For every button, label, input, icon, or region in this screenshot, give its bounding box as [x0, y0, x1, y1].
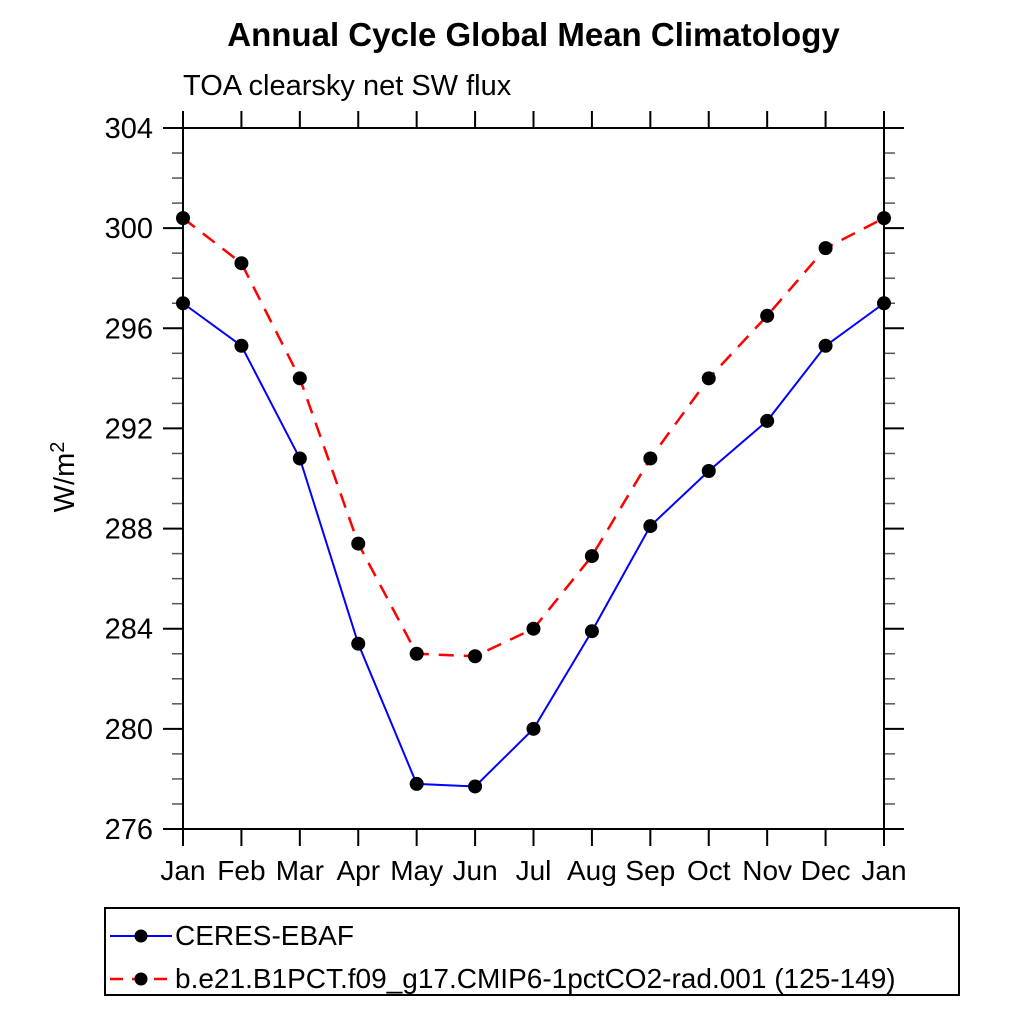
x-tick-label: Aug: [567, 855, 617, 886]
data-point-series-0: [526, 721, 541, 736]
legend-marker-dot-icon: [134, 929, 148, 942]
y-tick-label: 292: [105, 413, 153, 445]
x-tick-label: Apr: [336, 855, 380, 886]
data-point-series-0: [292, 451, 307, 466]
legend: CERES-EBAF b.e21.B1PCT.f09_g17.CMIP6-1pc…: [104, 907, 960, 996]
data-point-series-0: [409, 776, 424, 791]
data-point-series-1: [351, 536, 366, 551]
legend-line-sample-dashed: [110, 972, 172, 985]
data-point-series-1: [643, 451, 658, 466]
data-point-series-1: [234, 256, 249, 271]
chart-subtitle: TOA clearsky net SW flux: [183, 70, 512, 102]
chart-title: Annual Cycle Global Mean Climatology: [227, 16, 840, 53]
legend-entry-model: b.e21.B1PCT.f09_g17.CMIP6-1pctCO2-rad.00…: [106, 957, 958, 1000]
data-point-series-1: [409, 646, 424, 661]
x-tick-label: Jul: [516, 855, 552, 886]
legend-label-ceres: CERES-EBAF: [175, 919, 354, 951]
data-point-series-1: [701, 371, 716, 386]
y-tick-label: 284: [105, 614, 153, 646]
x-tick-label: Mar: [276, 855, 324, 886]
data-point-series-0: [877, 296, 891, 311]
x-tick-label: May: [390, 855, 443, 886]
x-tick-label: Jun: [453, 855, 498, 886]
data-point-series-1: [818, 241, 833, 256]
data-point-series-0: [234, 338, 249, 353]
legend-line-sample-solid: [110, 929, 172, 942]
data-point-series-1: [468, 649, 483, 664]
data-point-series-0: [701, 463, 716, 478]
data-point-series-1: [526, 621, 541, 636]
data-point-series-1: [760, 308, 775, 323]
series-line-0: [182, 302, 885, 788]
x-tick-label: Oct: [687, 855, 731, 886]
y-axis-title: W/m2: [47, 442, 81, 513]
x-tick-label: Nov: [742, 855, 792, 886]
y-tick-label: 280: [105, 714, 153, 746]
x-tick-label: Jan: [160, 855, 205, 886]
y-tick-label: 300: [105, 213, 153, 245]
y-tick-label: 304: [105, 113, 153, 145]
x-tick-label: Jan: [861, 855, 906, 886]
data-point-series-1: [877, 211, 891, 226]
x-tick-label: Sep: [625, 855, 675, 886]
data-point-series-1: [292, 371, 307, 386]
data-point-series-0: [643, 519, 658, 534]
data-point-series-0: [584, 624, 599, 639]
y-tick-label: 288: [105, 514, 153, 546]
data-point-series-0: [351, 636, 366, 651]
data-point-series-0: [176, 296, 190, 311]
legend-marker-dot-icon: [134, 972, 148, 985]
x-tick-label: Feb: [217, 855, 265, 886]
data-point-series-0: [760, 413, 775, 428]
x-tick-label: Dec: [801, 855, 851, 886]
y-tick-label: 296: [105, 313, 153, 345]
y-tick-label: 276: [105, 814, 153, 846]
data-point-series-0: [468, 779, 483, 794]
data-point-series-1: [176, 211, 190, 226]
legend-label-model: b.e21.B1PCT.f09_g17.CMIP6-1pctCO2-rad.00…: [175, 962, 896, 994]
legend-entry-ceres: CERES-EBAF: [106, 914, 958, 957]
data-point-series-1: [584, 549, 599, 564]
data-point-series-0: [818, 338, 833, 353]
